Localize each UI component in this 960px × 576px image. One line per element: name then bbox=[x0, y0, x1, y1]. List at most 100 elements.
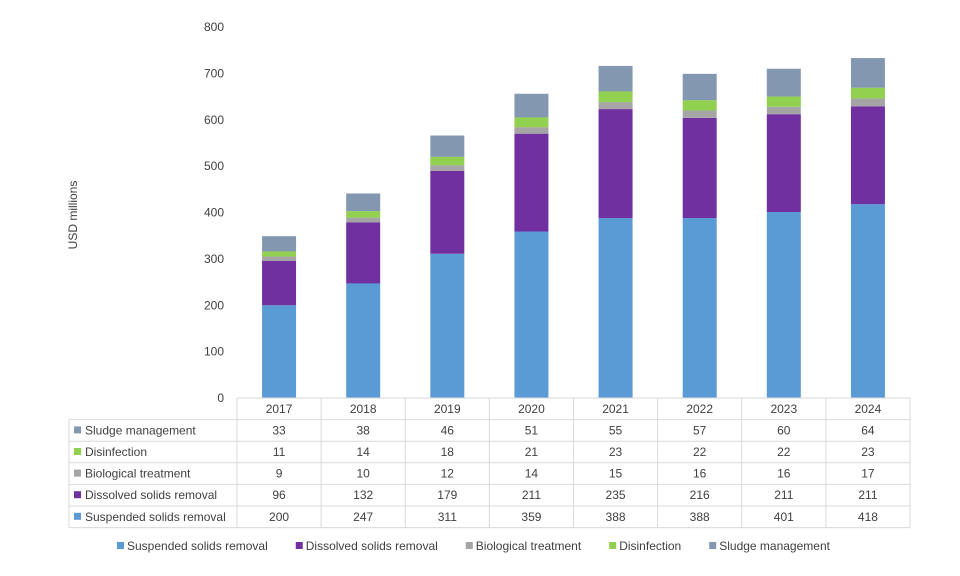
table-cell-value: 18 bbox=[441, 445, 455, 459]
table-cell-value: 22 bbox=[777, 445, 791, 459]
table-cell-value: 211 bbox=[522, 488, 541, 502]
bar-segment bbox=[598, 65, 633, 92]
table-cell-value: 401 bbox=[774, 510, 794, 524]
x-category-label: 2020 bbox=[518, 402, 545, 416]
bar-segment bbox=[682, 100, 717, 111]
bar-segment bbox=[262, 256, 297, 261]
bar-segment bbox=[850, 106, 885, 205]
table-cell-value: 21 bbox=[525, 445, 539, 459]
x-category-label: 2022 bbox=[686, 402, 713, 416]
table-cell-value: 11 bbox=[273, 445, 286, 459]
bar-segment bbox=[430, 135, 465, 157]
table-cell-value: 216 bbox=[690, 488, 710, 502]
bar-segment bbox=[430, 165, 465, 171]
table-row-label: Suspended solids removal bbox=[85, 510, 226, 524]
bar-segment bbox=[514, 133, 549, 232]
table-row-label: Biological treatment bbox=[85, 467, 191, 481]
table-cell-value: 51 bbox=[525, 423, 539, 437]
bar-segment bbox=[766, 96, 801, 107]
table-cell-value: 57 bbox=[693, 423, 707, 437]
bar-segment bbox=[598, 218, 633, 398]
table-cell-value: 247 bbox=[353, 510, 373, 524]
bar-segment bbox=[850, 98, 885, 107]
legend-key-swatch bbox=[74, 448, 81, 455]
y-tick-label: 400 bbox=[204, 206, 224, 220]
table-cell-value: 10 bbox=[357, 467, 371, 481]
legend-label: Disinfection bbox=[619, 539, 681, 553]
legend-swatch bbox=[609, 542, 617, 549]
y-tick-label: 500 bbox=[204, 159, 224, 173]
table-cell-value: 15 bbox=[609, 467, 623, 481]
legend-key-swatch bbox=[74, 491, 81, 499]
bar-segment bbox=[262, 305, 297, 398]
legend-swatch bbox=[117, 542, 124, 549]
table-cell-value: 60 bbox=[777, 423, 791, 437]
table-row-label: Sludge management bbox=[85, 423, 196, 437]
bar-segment bbox=[682, 110, 717, 118]
table-cell-value: 16 bbox=[693, 467, 707, 481]
y-tick-label: 0 bbox=[217, 391, 224, 405]
table-cell-value: 38 bbox=[357, 423, 371, 437]
legend-key-swatch bbox=[74, 426, 81, 434]
table-cell-value: 179 bbox=[437, 488, 457, 502]
y-tick-label: 200 bbox=[204, 298, 224, 312]
legend-key-swatch bbox=[74, 469, 81, 477]
bar-segment bbox=[514, 117, 549, 128]
bar-segment bbox=[346, 193, 381, 212]
x-category-label: 2021 bbox=[602, 402, 629, 416]
bar-segment bbox=[850, 204, 885, 398]
y-tick-label: 600 bbox=[204, 113, 224, 127]
y-axis-label: USD millions bbox=[66, 181, 80, 250]
table-row-label: Disinfection bbox=[85, 445, 147, 459]
bar-segment bbox=[598, 109, 633, 219]
y-tick-label: 800 bbox=[204, 20, 224, 34]
bar-segment bbox=[682, 218, 717, 398]
table-cell-value: 23 bbox=[861, 445, 875, 459]
table-cell-value: 388 bbox=[690, 510, 710, 524]
table-cell-value: 16 bbox=[777, 467, 791, 481]
bar-segment bbox=[850, 87, 885, 99]
x-category-label: 2018 bbox=[350, 402, 377, 416]
table-cell-value: 200 bbox=[269, 510, 289, 524]
bar-segment bbox=[262, 251, 297, 257]
bar-segment bbox=[682, 117, 717, 219]
bar-segment bbox=[514, 93, 549, 118]
table-cell-value: 388 bbox=[606, 510, 626, 524]
y-tick-label: 700 bbox=[204, 66, 224, 80]
legend-key-swatch bbox=[74, 512, 81, 520]
table-cell-value: 14 bbox=[357, 445, 371, 459]
bar-segment bbox=[262, 236, 297, 252]
x-category-label: 2019 bbox=[434, 402, 461, 416]
table-cell-value: 235 bbox=[606, 488, 626, 502]
table-cell-value: 211 bbox=[858, 488, 877, 502]
legend-label: Sludge management bbox=[719, 539, 830, 553]
table-cell-value: 132 bbox=[353, 488, 373, 502]
bar-segment bbox=[262, 260, 297, 306]
legend-label: Suspended solids removal bbox=[127, 539, 268, 553]
table-cell-value: 359 bbox=[521, 510, 541, 524]
table-cell-value: 17 bbox=[861, 467, 875, 481]
bar-segment bbox=[346, 211, 381, 218]
table-cell-value: 211 bbox=[774, 488, 793, 502]
bar-segment bbox=[766, 106, 801, 115]
legend-swatch bbox=[295, 542, 303, 549]
bar-segment bbox=[346, 222, 381, 284]
table-cell-value: 23 bbox=[609, 445, 623, 459]
y-tick-label: 300 bbox=[204, 252, 224, 266]
table-row-label: Dissolved solids removal bbox=[85, 488, 217, 502]
bar-segment bbox=[346, 283, 381, 398]
table-cell-value: 64 bbox=[861, 423, 875, 437]
bar-segment bbox=[766, 212, 801, 398]
bar-segment bbox=[598, 102, 633, 110]
bar-segment bbox=[430, 156, 465, 166]
bar-segment bbox=[766, 68, 801, 97]
legend-swatch bbox=[465, 542, 473, 549]
x-category-label: 2023 bbox=[770, 402, 797, 416]
table-cell-value: 33 bbox=[272, 423, 286, 437]
table-cell-value: 9 bbox=[276, 467, 283, 481]
table-cell-value: 22 bbox=[693, 445, 707, 459]
bar-segment bbox=[346, 217, 381, 223]
table-cell-value: 96 bbox=[272, 488, 286, 502]
x-category-label: 2024 bbox=[855, 402, 882, 416]
